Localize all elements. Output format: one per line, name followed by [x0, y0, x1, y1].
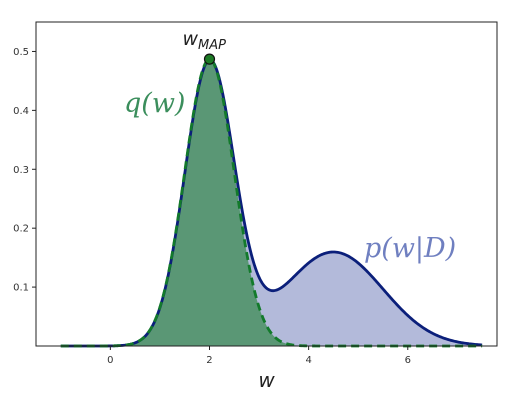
y-axis-ticks: 0.1 0.2 0.3 0.4 0.5	[13, 47, 36, 294]
annotations: wMAP	[182, 28, 226, 65]
map-point-label: wMAP	[182, 28, 226, 53]
y-tick-label: 0.4	[13, 106, 29, 117]
y-tick-label: 0.3	[13, 165, 29, 176]
x-axis-ticks: 0 2 4 6	[107, 346, 411, 366]
y-tick-label: 0.1	[13, 283, 29, 294]
x-axis-label: w	[258, 368, 275, 392]
y-tick-label: 0.2	[13, 224, 29, 235]
plot-frame	[35, 21, 498, 347]
x-tick-label: 4	[305, 355, 311, 366]
series-label-posterior: p(w|D)	[364, 233, 456, 264]
x-tick-label: 2	[206, 355, 212, 366]
x-tick-label: 0	[107, 355, 113, 366]
x-tick-label: 6	[405, 355, 411, 366]
series-lines	[60, 57, 483, 348]
series-line-approximation	[60, 57, 483, 348]
y-tick-label: 0.5	[13, 47, 29, 58]
map-point-marker	[203, 53, 216, 65]
series-label-approximation: q(w)	[124, 88, 185, 119]
